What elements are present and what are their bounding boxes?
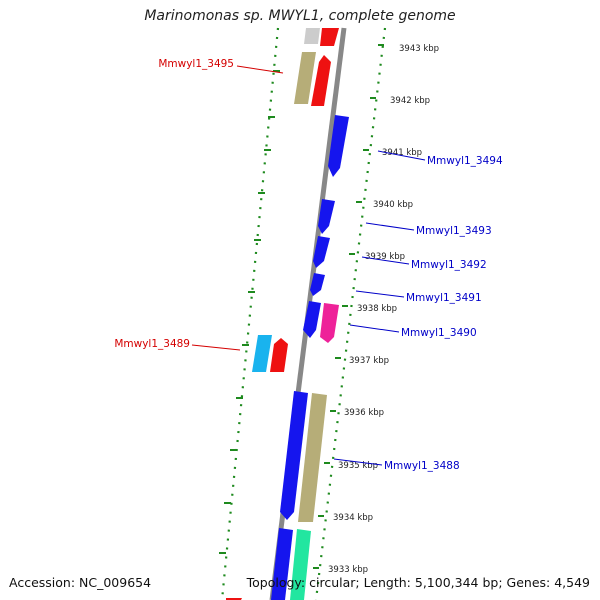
gene-block [290, 529, 311, 600]
gene-label: Mmwyl1_3493 [416, 225, 492, 237]
gene-block [320, 28, 339, 46]
gene-leader-line [361, 256, 410, 265]
ruler-label: 3943 kbp [399, 44, 439, 54]
reverse-strand-genes [252, 28, 339, 372]
gene-leader-line [236, 65, 284, 74]
gene-block [304, 28, 320, 44]
gene-label: Mmwyl1_3489 [114, 338, 190, 350]
ruler-label: 3937 kbp [349, 356, 389, 366]
gene-block [318, 199, 335, 234]
inner-tick-track [220, 27, 280, 600]
ruler-labels: 3943 kbp 3942 kbp 3941 kbp 3940 kbp 3939 kbp… [313, 44, 439, 575]
gene-leader-line [377, 150, 426, 161]
gene-block [328, 115, 349, 177]
ruler-label: 3935 kbp [338, 461, 378, 471]
gene-block [320, 303, 339, 343]
gene-block [303, 301, 321, 338]
inner-major-ticks [219, 70, 280, 554]
ruler-label: 3941 kbp [382, 148, 422, 158]
gene-leader-line [365, 222, 415, 231]
gene-block [270, 338, 288, 372]
gene-block [298, 393, 327, 522]
gene-leader-line [333, 458, 383, 466]
gene-block [271, 528, 293, 600]
gene-label: Mmwyl1_3492 [411, 259, 487, 271]
gene-leader-line [349, 324, 400, 333]
gene-block [311, 55, 331, 106]
gene-label: Mmwyl1_3490 [401, 327, 477, 339]
ruler-label: 3942 kbp [390, 96, 430, 106]
ruler-label: 3940 kbp [373, 200, 413, 210]
forward-strand-genes [226, 115, 349, 600]
genome-summary-text: Topology: circular; Length: 5,100,344 bp… [246, 575, 590, 590]
gene-block [252, 335, 272, 372]
map-title: Marinomonas sp. MWYL1, complete genome [144, 8, 456, 24]
gene-label: Mmwyl1_3494 [427, 155, 503, 167]
gene-block [294, 52, 316, 104]
gene-labels: Mmwyl1_3495 Mmwyl1_3494 Mmwyl1_3493 Mmwyl1_… [114, 58, 503, 472]
ruler-label: 3936 kbp [344, 408, 384, 418]
ruler-label: 3939 kbp [365, 252, 405, 262]
gene-leader-line [191, 344, 241, 351]
accession-text: Accession: NC_009654 [9, 575, 152, 590]
gene-label: Mmwyl1_3491 [406, 292, 482, 304]
ruler-label: 3938 kbp [357, 304, 397, 314]
outer-tick-track [314, 27, 387, 600]
gene-label: Mmwyl1_3488 [384, 460, 460, 472]
gene-label: Mmwyl1_3495 [158, 58, 234, 70]
gene-block [310, 273, 325, 296]
gene-block [280, 391, 308, 520]
gene-leader-line [355, 290, 405, 298]
gene-block [313, 236, 330, 268]
ruler-label: 3934 kbp [333, 513, 373, 523]
ruler-label: 3933 kbp [328, 565, 368, 575]
